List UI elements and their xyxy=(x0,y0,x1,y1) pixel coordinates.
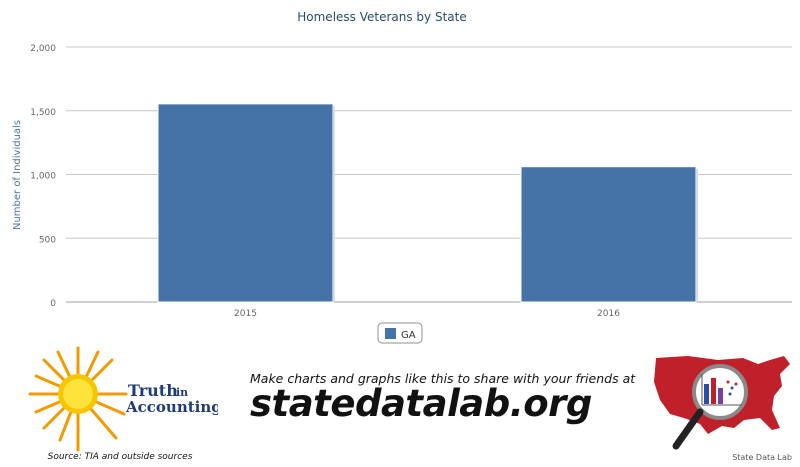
x-tick-label: 2016 xyxy=(597,309,620,319)
bar-shadow xyxy=(333,105,335,303)
site-link[interactable]: statedatalab.org xyxy=(250,382,592,425)
logo-word-truth: Truth xyxy=(128,381,178,400)
legend[interactable]: GA xyxy=(377,322,423,344)
legend-swatch xyxy=(385,328,396,339)
y-axis-label: Number of Individuals xyxy=(12,120,23,230)
source-note: Source: TIA and outside sources xyxy=(47,452,193,462)
magnifier-icon xyxy=(672,364,748,450)
bar-shadow xyxy=(696,168,698,302)
y-tick-label: 0 xyxy=(50,299,56,309)
y-tick-label: 1,000 xyxy=(30,172,56,182)
tagline: Make charts and graphs like this to shar… xyxy=(250,371,636,386)
chart: Homeless Veterans by State 2015 2016 0 500… xyxy=(12,10,792,344)
bar-2015[interactable] xyxy=(157,103,334,303)
bar-2016[interactable] xyxy=(520,166,697,303)
x-tick-label: 2015 xyxy=(234,309,257,319)
credit-label: State Data Lab xyxy=(732,453,792,462)
sun-icon xyxy=(28,346,128,452)
y-tick-label: 2,000 xyxy=(30,44,56,54)
state-data-lab-logo xyxy=(654,356,790,450)
logo-word-accounting: Accounting xyxy=(125,398,218,416)
y-tick-label: 1,500 xyxy=(30,108,56,118)
y-tick-label: 500 xyxy=(39,235,56,245)
truth-in-accounting-logo: Truth in Accounting xyxy=(28,346,218,452)
chart-title: Homeless Veterans by State xyxy=(297,10,466,24)
logo-word-in: in xyxy=(176,386,188,399)
legend-label: GA xyxy=(401,330,416,341)
